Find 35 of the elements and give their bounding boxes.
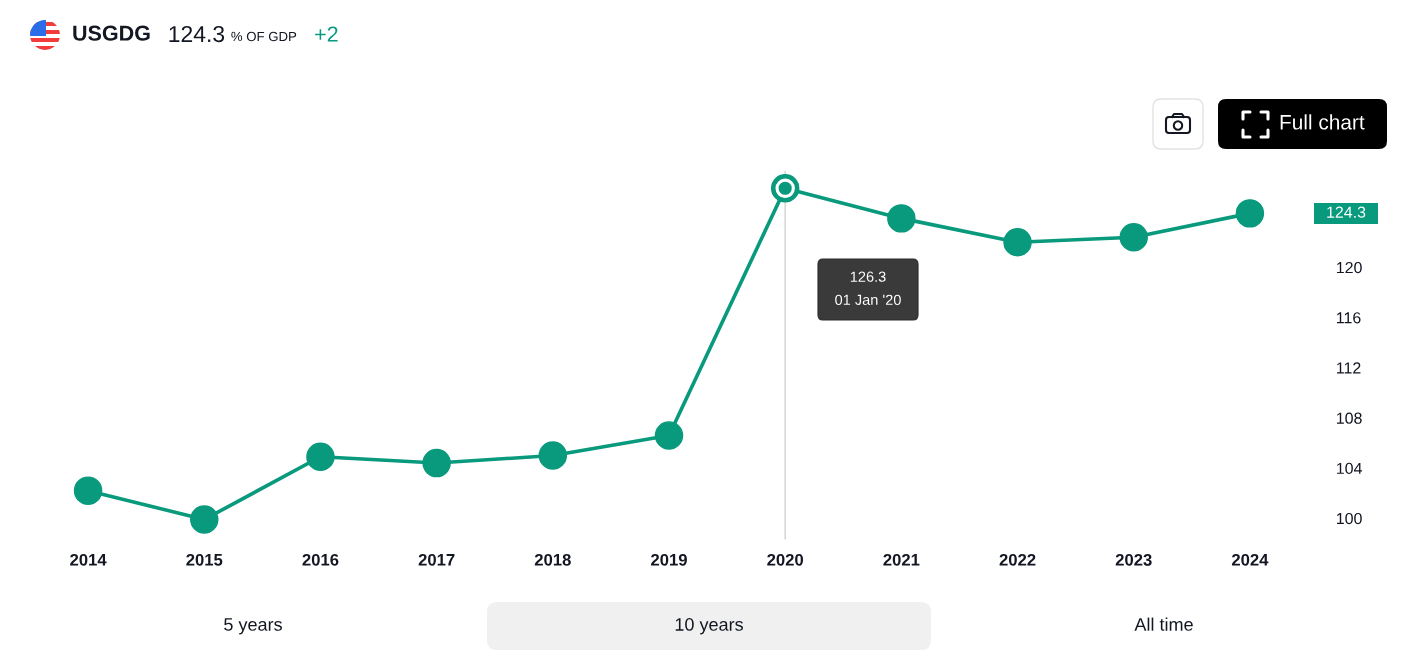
point [422, 448, 451, 478]
x-tick-label: 2017 [418, 553, 455, 566]
text: Full chart [1280, 114, 1365, 130]
point [306, 442, 335, 472]
point [538, 441, 568, 470]
point [1119, 222, 1148, 252]
x-tick-label: 2014 [70, 553, 107, 566]
point [190, 505, 219, 534]
point [1003, 227, 1032, 257]
annotation: 126.3 01 Jan '20 [835, 271, 901, 305]
chart-title: USGDG [73, 25, 150, 41]
x-tick-label: 2016 [302, 553, 339, 566]
x-tick-label: 2019 [651, 553, 687, 566]
text: All time [1134, 617, 1193, 631]
x-tick-label: 2021 [883, 553, 920, 566]
x-tick-label: 2024 [1231, 553, 1269, 566]
text: 10 years [675, 618, 743, 635]
text: 5 years [224, 618, 282, 635]
x-tick-label: 2018 [534, 553, 571, 566]
y-tick-label: 108 [1337, 412, 1362, 424]
y-tick-label: 100 [1337, 512, 1362, 525]
y-tick-label: 112 [1337, 362, 1361, 374]
text: 124.3 [1327, 206, 1366, 218]
x-tick-label: 2015 [186, 553, 223, 566]
point [1235, 199, 1265, 228]
y-tick-label: 120 [1337, 261, 1362, 274]
point [73, 476, 103, 505]
x-tick-label: 2023 [1115, 553, 1152, 566]
point [654, 421, 684, 450]
text: 124.3 % OF GDP +2 [169, 25, 338, 43]
point [887, 204, 916, 233]
x-tick-label: 2022 [999, 553, 1036, 566]
y-tick-label: 116 [1337, 312, 1361, 324]
x-tick-label: 2020 [767, 553, 804, 566]
y-tick-label: 104 [1337, 462, 1362, 475]
